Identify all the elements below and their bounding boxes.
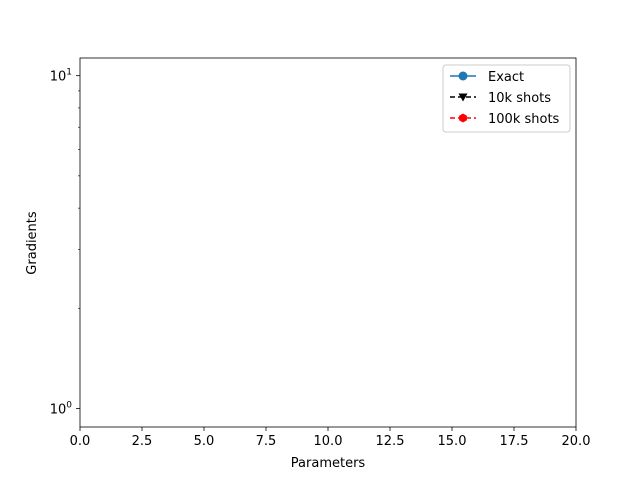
legend-label: Exact [488,70,524,85]
x-tick-label: 15.0 [438,434,467,449]
x-axis-label: Parameters [291,456,366,471]
x-tick-label: 17.5 [500,434,529,449]
x-tick-label: 7.5 [256,434,277,449]
y-tick-label: 101 [50,68,72,85]
circle-marker-icon [458,71,468,81]
legend-entry: Exact [450,70,524,85]
y-tick-label: 100 [50,401,73,418]
hexagon-marker-icon [459,113,467,123]
legend-entry: 100k shots [450,112,560,127]
legend: Exact 10k shots 100k shots [442,64,571,133]
y-axis: 100 101 [50,68,80,418]
legend-label: 100k shots [488,112,560,127]
x-tick-label: 12.5 [376,434,405,449]
x-tick-label: 0.0 [70,434,91,449]
x-tick-label: 20.0 [562,434,591,449]
x-tick-label: 5.0 [194,434,215,449]
y-axis-label: Gradients [25,211,40,275]
legend-entry: 10k shots [450,91,551,106]
legend-label: 10k shots [488,91,551,106]
x-tick-label: 10.0 [314,434,343,449]
x-axis: 0.0 2.5 5.0 7.5 10.0 12.5 15.0 17.5 20.0 [70,427,591,449]
x-tick-label: 2.5 [132,434,153,449]
legend-box [442,64,571,133]
triangle-down-marker-icon [458,93,468,102]
